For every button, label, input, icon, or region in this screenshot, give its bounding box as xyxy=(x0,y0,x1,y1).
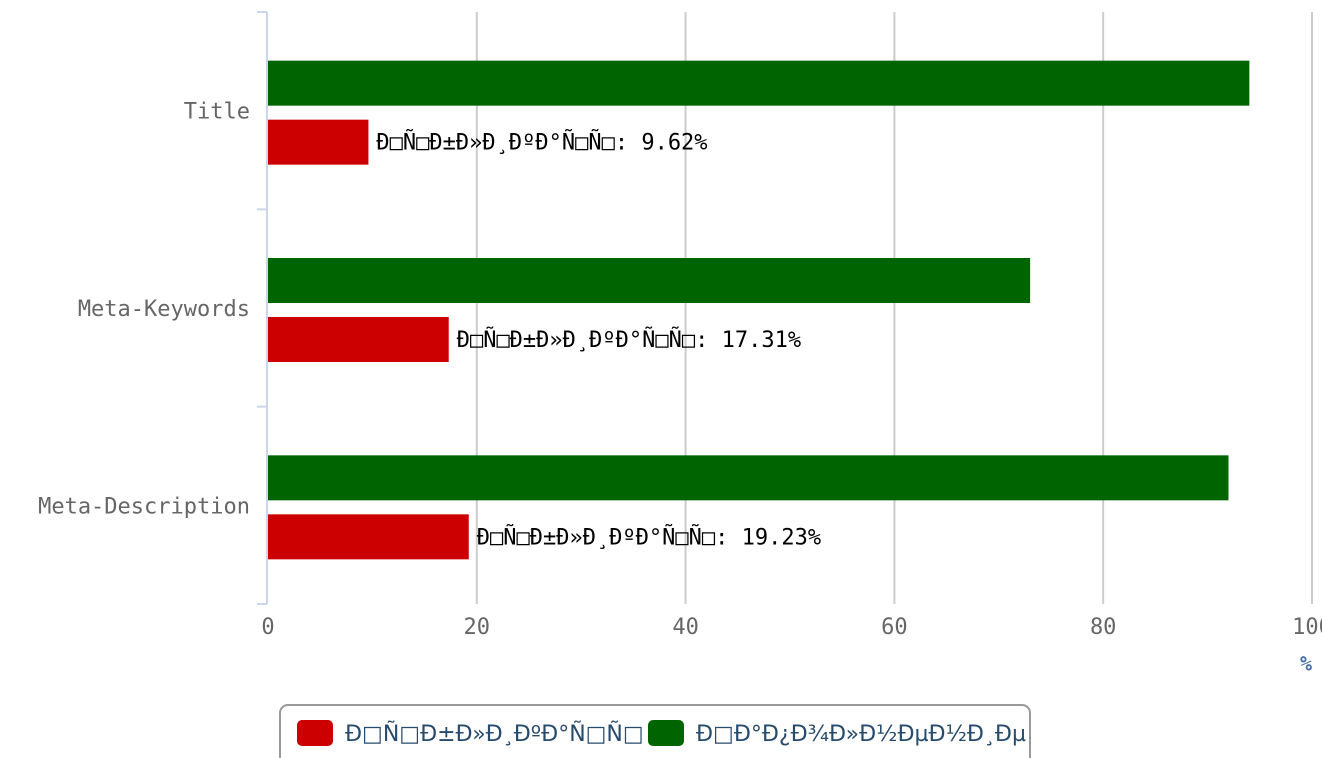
bar xyxy=(268,60,1250,106)
data-label: Ð□Ñ□Ð±Ð»Ð¸ÐºÐ°Ñ□Ñ□: 19.23% xyxy=(477,523,821,550)
x-tick-label: 60 xyxy=(881,615,908,640)
bar xyxy=(268,514,469,560)
legend-swatch xyxy=(648,720,684,746)
legend-label: Ð□Ð°Ð¿Ð¾Ð»Ð½ÐµÐ½Ð¸Ðµ xyxy=(696,722,1026,747)
legend-swatch xyxy=(297,720,333,746)
x-tick-label: 20 xyxy=(464,615,491,640)
bar xyxy=(268,119,369,165)
data-label: Ð□Ñ□Ð±Ð»Ð¸ÐºÐ°Ñ□Ñ□: 9.62% xyxy=(376,129,707,156)
legend-label: Ð□Ñ□Ð±Ð»Ð¸ÐºÐ°Ñ□Ñ□ xyxy=(345,720,644,747)
x-tick-label: 0 xyxy=(261,615,274,640)
x-tick-label: 100 xyxy=(1292,615,1322,640)
y-tick-label: Meta-Description xyxy=(38,494,250,519)
bar xyxy=(268,258,1031,303)
y-tick-label: Meta-Keywords xyxy=(78,297,250,322)
x-tick-label: 80 xyxy=(1090,615,1117,640)
x-tick-label: 40 xyxy=(672,615,699,640)
x-axis-label: % xyxy=(1300,652,1312,676)
bar xyxy=(268,317,449,362)
y-tick-label: Title xyxy=(184,100,250,125)
bar xyxy=(268,455,1229,501)
data-label: Ð□Ñ□Ð±Ð»Ð¸ÐºÐ°Ñ□Ñ□: 17.31% xyxy=(457,326,801,353)
